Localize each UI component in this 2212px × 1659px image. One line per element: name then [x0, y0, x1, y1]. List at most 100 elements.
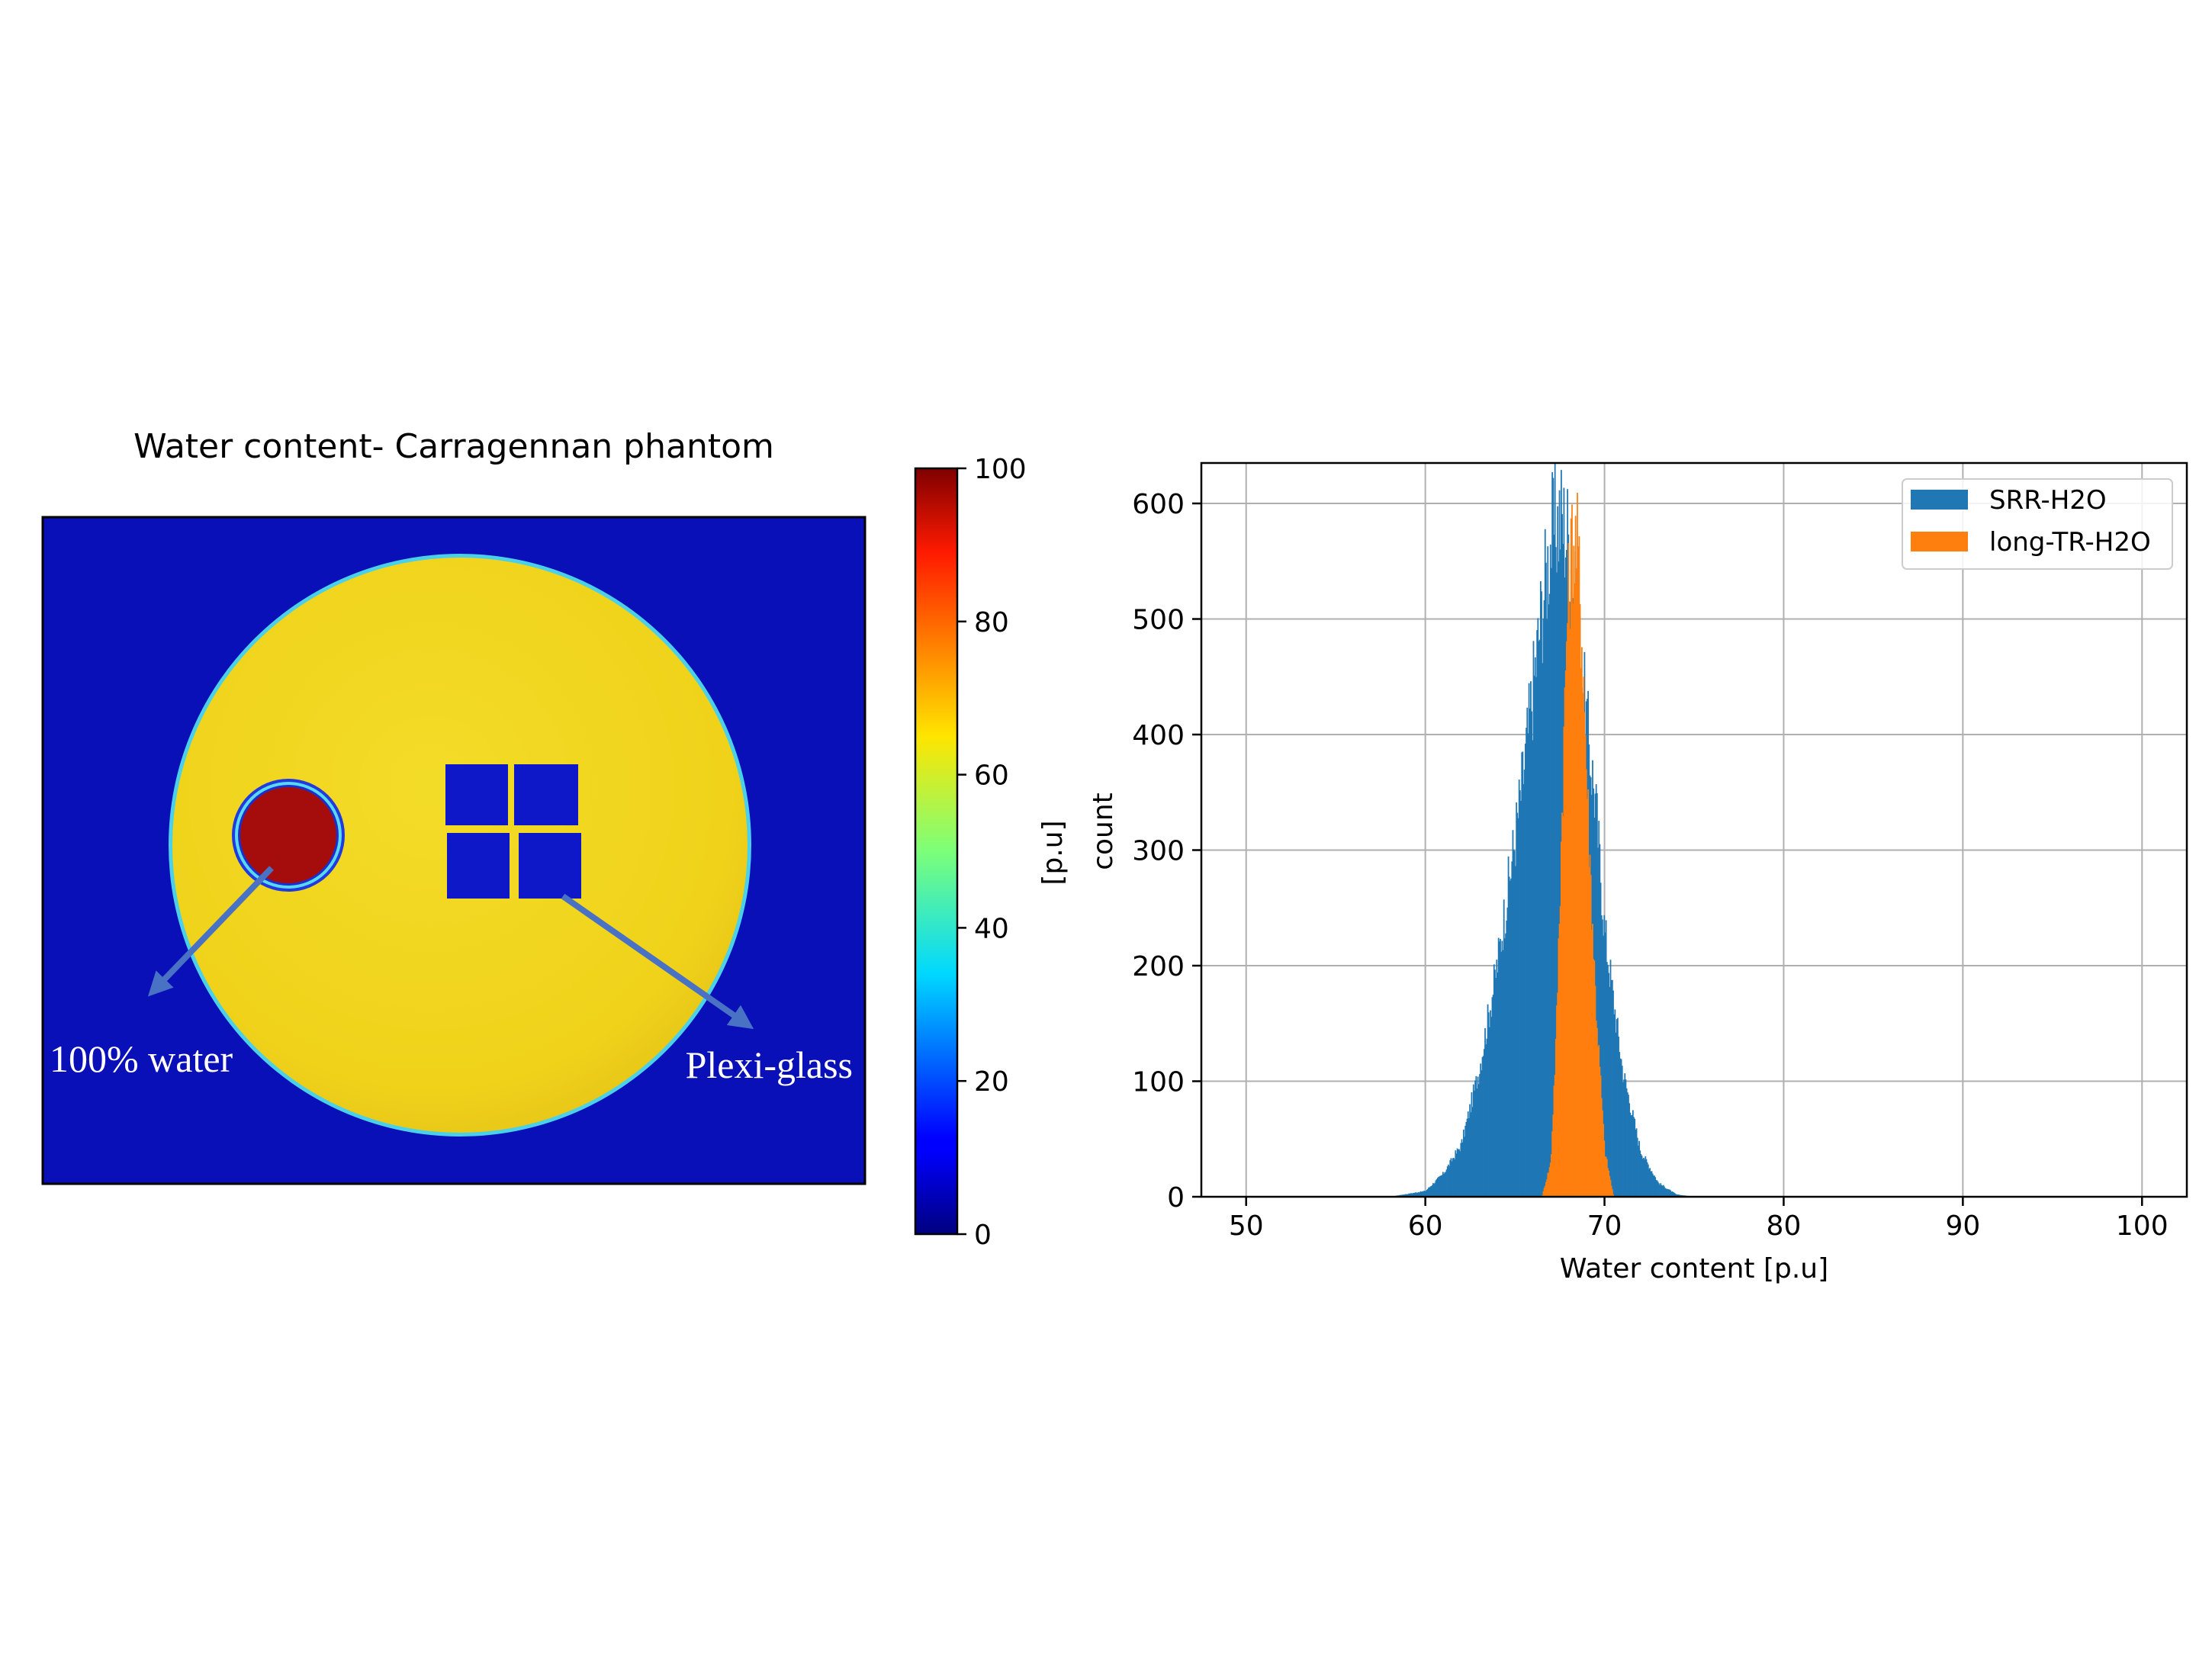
hist-bar: [1448, 1164, 1449, 1197]
hist-bar: [1551, 1154, 1552, 1197]
histogram-bars: [1389, 462, 1695, 1197]
axis-ticks: 50 60 70 80 90 100 0 100 200 300 400 500 600: [1132, 489, 2168, 1242]
hist-bar: [1583, 712, 1586, 1197]
hist-bar: [1510, 878, 1512, 1197]
hist-bar: [1621, 1066, 1623, 1197]
hist-bar: [1662, 1185, 1664, 1197]
hist-bar: [1599, 1066, 1601, 1197]
hist-bar: [1538, 639, 1541, 1197]
hist-bar: [1593, 959, 1595, 1197]
hist-bar: [1552, 477, 1555, 1197]
legend-label-srr: SRR-H2O: [1989, 485, 2107, 516]
hist-bar: [1568, 601, 1571, 1197]
hist-bar: [1472, 1084, 1474, 1197]
hist-bar: [1569, 629, 1571, 1197]
hist-bar: [1566, 641, 1567, 1197]
colorbar-tick-label: 40: [974, 913, 1009, 944]
hist-bar: [1453, 1158, 1455, 1197]
hist-bar: [1652, 1175, 1654, 1197]
hist-bar: [1656, 1180, 1658, 1197]
hist-bar: [1610, 1185, 1612, 1197]
hist-bar: [1455, 1153, 1458, 1197]
colorbar-tick-label: 100: [974, 454, 1027, 485]
hist-bar: [1666, 1188, 1668, 1197]
hist-bar: [1480, 1063, 1482, 1197]
hist-bar: [1428, 1187, 1429, 1197]
hist-bar: [1609, 986, 1611, 1197]
hist-bar: [1445, 1169, 1448, 1197]
hist-bar: [1630, 1115, 1632, 1197]
hist-bar: [1665, 1188, 1667, 1197]
hist-bar: [1416, 1192, 1418, 1197]
hist-bar: [1517, 818, 1519, 1197]
hist-bar: [1484, 1027, 1486, 1197]
hist-bar: [1575, 567, 1577, 1197]
hist-bar: [1408, 1193, 1410, 1197]
hist-bar: [1512, 830, 1514, 1197]
hist-bar: [1490, 1017, 1493, 1197]
hist-bar: [1471, 1092, 1473, 1197]
grid: [1201, 463, 2187, 1198]
hist-bar: [1595, 1021, 1597, 1197]
hist-bar: [1451, 1161, 1453, 1197]
hist-bar: [1623, 1079, 1625, 1197]
hist-bar: [1548, 604, 1550, 1197]
colorbar-tick-label: 20: [974, 1066, 1009, 1098]
histogram-panel: 50 60 70 80 90 100 0 100 200 300 400 500 600 Water c…: [1088, 461, 2188, 1284]
hist-bar: [1474, 1080, 1477, 1197]
y-tick-label: 200: [1132, 951, 1185, 982]
hist-bar: [1433, 1184, 1435, 1197]
hist-bar: [1414, 1192, 1416, 1197]
hist-bar: [1560, 841, 1562, 1197]
hist-bar: [1548, 1167, 1551, 1197]
hist-bar: [1542, 619, 1545, 1197]
hist-bar: [1425, 1191, 1427, 1197]
hist-bar: [1537, 618, 1539, 1197]
hist-bar: [1527, 733, 1529, 1197]
hist-bar: [1448, 1165, 1450, 1197]
hist-bar: [1429, 1187, 1431, 1197]
hist-bar: [1640, 1154, 1642, 1197]
hist-bar: [1628, 1103, 1631, 1197]
hist-bar: [1486, 1038, 1488, 1197]
hist-bar: [1672, 1191, 1674, 1197]
hist-bar: [1519, 790, 1521, 1197]
arrow-water: [147, 866, 274, 997]
hist-bar: [1612, 1194, 1614, 1197]
x-tick-label: 80: [1767, 1210, 1802, 1242]
hist-bar: [1557, 992, 1559, 1197]
hist-bar: [1410, 1193, 1412, 1197]
hist-bar: [1579, 604, 1581, 1197]
hist-bar: [1482, 1056, 1484, 1197]
hist-bar: [1582, 693, 1583, 1197]
hist-bar: [1513, 850, 1516, 1197]
hist-bar: [1464, 1125, 1467, 1197]
hist-bar: [1670, 1190, 1672, 1197]
hist-bar: [1526, 728, 1527, 1197]
hist-bar: [1578, 535, 1580, 1197]
hist-bar: [1542, 663, 1544, 1197]
hist-bar: [1600, 915, 1603, 1197]
hist-bar: [1603, 915, 1606, 1197]
hist-bar: [1607, 964, 1609, 1197]
hist-bar: [1468, 1118, 1470, 1197]
hist-bar: [1412, 1193, 1413, 1197]
hist-bar: [1677, 1194, 1680, 1197]
hist-bar: [1501, 940, 1503, 1197]
hist-bar: [1546, 1178, 1548, 1197]
hist-bar: [1584, 735, 1587, 1197]
hist-bar: [1547, 1172, 1549, 1197]
hist-bar: [1643, 1157, 1645, 1197]
hist-bar: [1491, 997, 1493, 1197]
hist-bar: [1466, 1118, 1468, 1197]
hist-bar: [1544, 1185, 1546, 1197]
hist-bar: [1444, 1172, 1446, 1197]
hist-bar: [1556, 572, 1558, 1197]
hist-bar: [1543, 600, 1545, 1197]
hist-bar: [1654, 1177, 1657, 1197]
hist-bar: [1522, 751, 1524, 1197]
hist-bar: [1461, 1139, 1463, 1197]
hist-bar: [1556, 1005, 1558, 1197]
hist-bar: [1419, 1191, 1422, 1197]
plexi-square-1: [445, 764, 508, 825]
